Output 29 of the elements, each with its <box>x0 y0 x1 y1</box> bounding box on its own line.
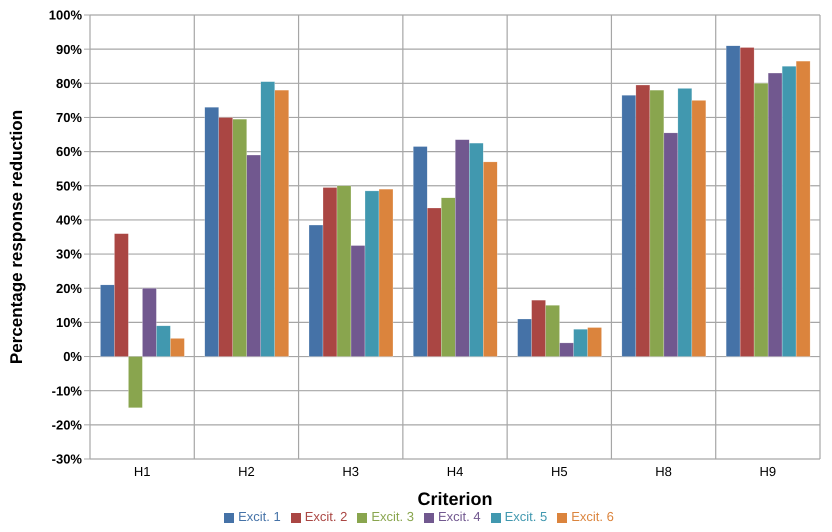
legend-label: Excit. 1 <box>238 509 281 524</box>
legend-label: Excit. 5 <box>504 509 548 524</box>
legend-label: Excit. 2 <box>304 509 348 524</box>
y-tick-label: 40% <box>56 212 82 228</box>
x-tick-label: H3 <box>342 464 360 480</box>
y-tick-label: 30% <box>56 246 82 262</box>
legend-label: Excit. 4 <box>438 509 481 524</box>
y-tick-label: -30% <box>52 452 82 467</box>
y-tick-label: 0% <box>63 349 82 364</box>
x-tick-label: H1 <box>134 464 150 480</box>
y-tick-label: -20% <box>52 417 82 432</box>
x-tick-label: H8 <box>655 464 672 480</box>
x-tick-label: H9 <box>760 464 776 480</box>
y-tick-label: -10% <box>52 383 82 398</box>
y-axis-title: Percentage response reduction <box>7 110 26 364</box>
x-tick-label: H5 <box>550 464 568 480</box>
y-tick-label: 60% <box>56 144 82 160</box>
y-tick-label: 90% <box>56 42 82 57</box>
x-tick-label: H2 <box>238 464 255 480</box>
y-tick-label: 70% <box>56 110 82 126</box>
y-tick-label: 20% <box>56 280 82 296</box>
x-axis-title: Criterion <box>417 489 493 509</box>
x-tick-label: H4 <box>446 464 464 480</box>
legend-label: Excit. 6 <box>571 509 614 524</box>
y-tick-label: 10% <box>56 315 82 330</box>
y-tick-label: 50% <box>56 178 82 194</box>
y-tick-label: 100% <box>48 8 82 23</box>
y-tick-label: 80% <box>56 76 82 91</box>
legend-label: Excit. 3 <box>371 509 414 524</box>
